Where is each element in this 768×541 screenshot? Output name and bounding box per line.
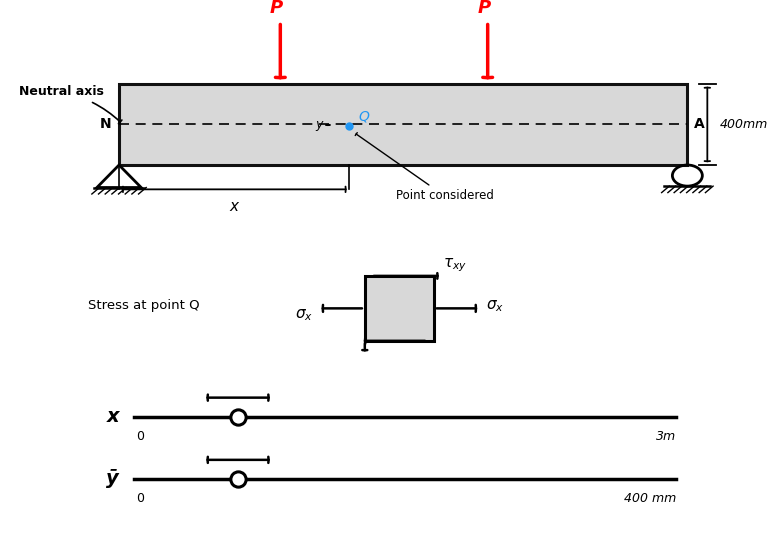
- Text: x: x: [107, 407, 119, 426]
- Text: A: A: [694, 117, 704, 131]
- Text: y: y: [315, 118, 323, 131]
- Text: 400 mm: 400 mm: [624, 492, 676, 505]
- Text: Point considered: Point considered: [356, 133, 493, 202]
- Text: Stress at point Q: Stress at point Q: [88, 299, 200, 312]
- Bar: [365, 276, 434, 341]
- Bar: [119, 84, 687, 165]
- Text: 400mm: 400mm: [720, 118, 768, 131]
- Text: 0: 0: [136, 492, 144, 505]
- Text: N: N: [100, 117, 111, 131]
- Text: P: P: [270, 0, 283, 17]
- Text: ȳ: ȳ: [106, 469, 119, 489]
- Text: $\sigma_x$: $\sigma_x$: [295, 307, 313, 323]
- Text: 3m: 3m: [656, 430, 676, 443]
- Text: Q: Q: [359, 109, 369, 123]
- Text: $\tau_{xy}$: $\tau_{xy}$: [443, 256, 467, 274]
- Text: P: P: [477, 0, 491, 17]
- Text: x: x: [230, 199, 239, 214]
- Text: $\sigma_x$: $\sigma_x$: [486, 298, 504, 314]
- Text: 0: 0: [136, 430, 144, 443]
- Text: Neutral axis: Neutral axis: [19, 85, 122, 124]
